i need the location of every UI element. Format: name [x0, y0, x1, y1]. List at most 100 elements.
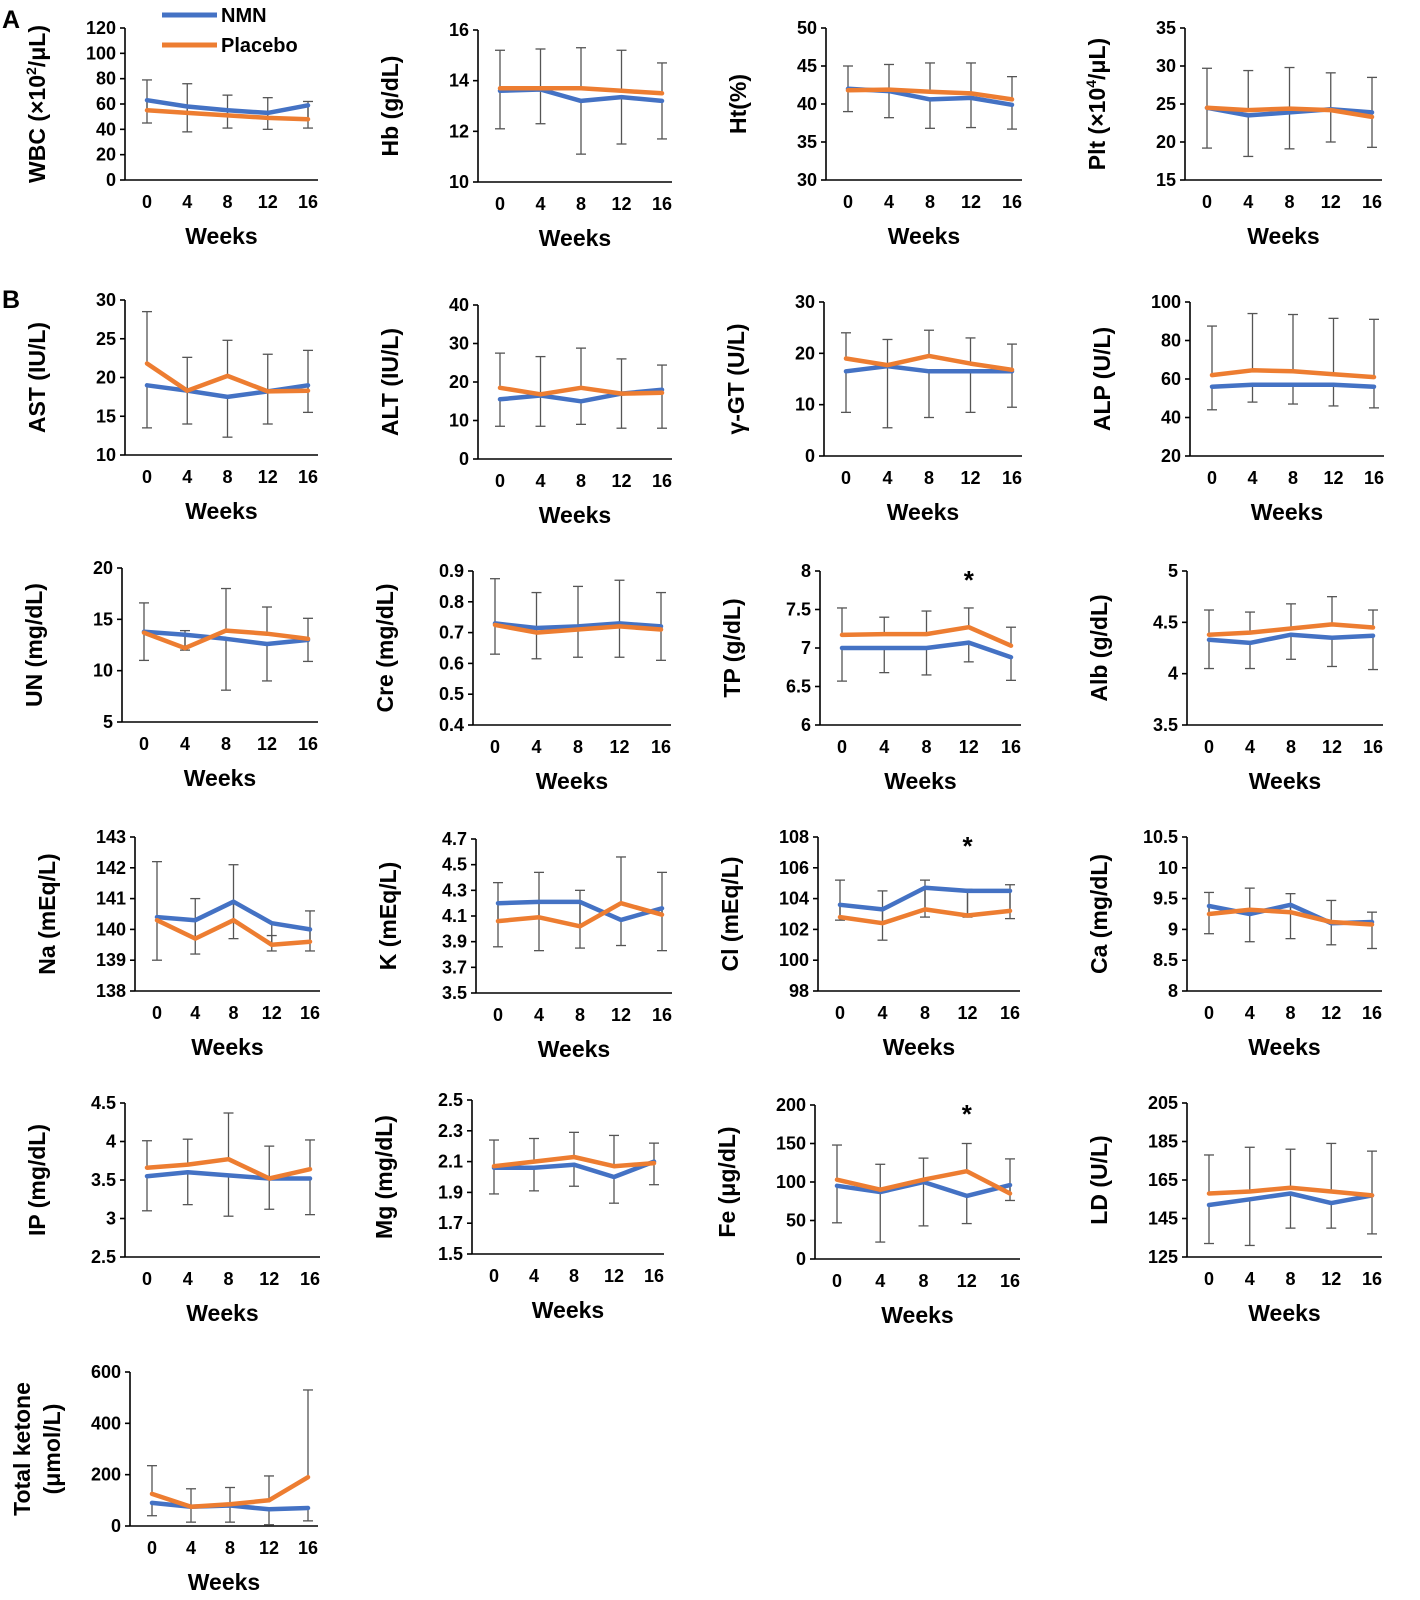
y-tick-label: 106: [779, 858, 809, 878]
x-tick-label: 0: [837, 737, 847, 757]
error-bar-placebo: [262, 353, 273, 392]
x-tick-label: 12: [961, 192, 981, 212]
series-line-placebo: [1206, 1185, 1375, 1198]
y-tick-label: 10: [449, 411, 469, 431]
x-tick-label: 16: [1001, 737, 1021, 757]
y-tick-label: 141: [96, 889, 126, 909]
error-bar-placebo: [1285, 1148, 1296, 1188]
error-bar-nmn: [152, 917, 162, 961]
panel-hb: 10 12 14 16 0 4 8 12 16 Weeks Hb (g/dL): [377, 20, 672, 251]
series-line-placebo: [497, 86, 665, 96]
y-tick-label: 0.6: [439, 653, 464, 673]
y-tick-label: 40: [96, 119, 116, 139]
error-bar-placebo: [182, 356, 193, 391]
error-bar-nmn: [495, 90, 505, 130]
x-axis-title: Weeks: [1249, 768, 1321, 794]
y-tick-label: 3.5: [1153, 715, 1178, 735]
error-bar-placebo: [222, 339, 233, 376]
y-tick-label: 100: [779, 950, 809, 970]
error-bar-placebo: [147, 1465, 157, 1494]
y-title-main: Na (mEq/L): [34, 853, 60, 974]
y-tick-label: 400: [91, 1413, 121, 1433]
error-bar-placebo: [879, 616, 890, 635]
panel-alp: 20 40 60 80 100 0 4 8 12 16 Weeks ALP (U/L): [1089, 292, 1384, 525]
y-tick-label: 10: [96, 445, 116, 465]
y-title-main: WBC (×10: [24, 75, 50, 183]
y-tick-label: 4.7: [442, 829, 467, 849]
error-bar-placebo: [535, 48, 546, 89]
series-line-placebo: [845, 87, 1015, 102]
error-bar-nmn: [918, 1182, 929, 1227]
error-bar-nmn: [535, 89, 546, 125]
error-bar-placebo: [918, 1157, 929, 1180]
series-line-placebo: [1204, 105, 1375, 120]
y-tick-label: 0: [805, 446, 815, 466]
error-bar-nmn: [262, 391, 273, 425]
error-bar-placebo: [875, 1163, 886, 1190]
error-bar-nmn: [1326, 923, 1337, 946]
error-bar-nmn: [1243, 115, 1254, 158]
y-tick-label: 100: [86, 43, 116, 63]
error-bar-placebo: [884, 63, 894, 90]
panel-cre: 0.4 0.5 0.6 0.7 0.8 0.9 0 4 8 12 16 Weeks Cre (mg/dL…: [372, 561, 671, 794]
y-tick-label: 139: [96, 950, 126, 970]
series-line-nmn: [843, 363, 1015, 374]
y-tick-label: 15: [93, 609, 113, 629]
error-bar-nmn: [495, 399, 505, 427]
error-bar-nmn: [884, 91, 894, 119]
series-line-nmn: [1209, 382, 1377, 389]
panel-ggt: 0 10 20 30 0 4 8 12 16 Weeks γ-GT (U/L): [723, 292, 1022, 525]
x-tick-label: 0: [489, 1266, 499, 1286]
y-tick-label: 30: [1156, 56, 1176, 76]
x-tick-label: 0: [495, 194, 505, 214]
error-bar-placebo: [1007, 75, 1017, 100]
panel-ketone: 0 200 400 600 0 4 8 12 16 Weeks Total ketone (μmol/…: [9, 1362, 318, 1595]
x-tick-label: 4: [1245, 737, 1255, 757]
error-bar-placebo: [925, 62, 935, 92]
error-bar-nmn: [1325, 109, 1336, 143]
series-line-placebo: [144, 108, 311, 122]
y-tick-label: 60: [1161, 369, 1181, 389]
x-tick-label: 12: [1321, 192, 1341, 212]
x-tick-label: 0: [841, 468, 851, 488]
error-bar-placebo: [1244, 1146, 1255, 1192]
series-line-placebo: [1209, 368, 1377, 380]
y-title-end: /μL): [1084, 38, 1110, 80]
x-tick-label: 12: [604, 1266, 624, 1286]
y-tick-label: 140: [96, 919, 126, 939]
error-bar-placebo: [1284, 66, 1295, 109]
error-bar-nmn: [921, 648, 932, 676]
y-title-main: TP (g/dL): [719, 598, 745, 697]
error-bar-placebo: [1207, 325, 1217, 376]
series-line-placebo: [839, 624, 1014, 648]
panel-ip: 2.5 3 3.5 4 4.5 0 4 8 12 16 Weeks IP (mg/dL): [24, 1093, 320, 1326]
x-tick-label: 0: [1202, 192, 1212, 212]
error-bar-nmn: [535, 395, 546, 427]
y-tick-label: 16: [449, 20, 469, 40]
error-bar-placebo: [656, 591, 666, 630]
x-axis-title: Weeks: [888, 223, 960, 249]
x-tick-label: 16: [298, 1538, 318, 1558]
error-bar-placebo: [186, 1488, 196, 1507]
x-tick-label: 4: [879, 737, 889, 757]
x-tick-label: 0: [142, 467, 152, 487]
y-tick-label: 10: [795, 395, 815, 415]
error-bar-nmn: [843, 88, 853, 113]
series-line-placebo: [495, 900, 665, 929]
x-tick-label: 4: [877, 1003, 887, 1023]
error-bar-placebo: [1243, 69, 1254, 111]
error-bar-placebo: [1204, 1154, 1214, 1194]
x-axis-title: Weeks: [188, 1569, 260, 1595]
y-title-main: Hb (g/dL): [377, 56, 403, 157]
error-bar-nmn: [614, 623, 625, 658]
error-bar-nmn: [656, 626, 666, 661]
error-bar-nmn: [925, 99, 935, 129]
error-bar-placebo: [529, 1137, 539, 1162]
error-bar-nmn: [221, 638, 231, 691]
error-bar-placebo: [963, 607, 974, 628]
error-bar-nmn: [182, 390, 193, 425]
error-bar-placebo: [225, 1486, 235, 1505]
x-axis-title: Weeks: [1248, 1034, 1320, 1060]
series-line-nmn: [839, 640, 1014, 660]
